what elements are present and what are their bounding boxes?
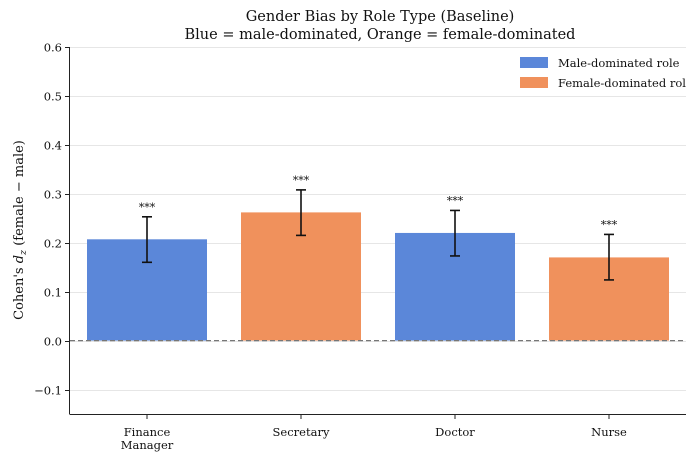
x-tick-label: Secretary: [273, 425, 330, 439]
significance-label: ***: [447, 194, 464, 207]
significance-label: ***: [139, 201, 156, 214]
y-tick-label: 0.5: [44, 90, 62, 104]
y-tick-label: 0.1: [44, 286, 62, 300]
x-tick-labels: Finance Manager Secretary Doctor Nurse: [121, 414, 627, 452]
y-tick-labels: −0.1 0.0 0.1 0.2 0.3 0.4 0.5 0.6: [34, 41, 70, 398]
legend: Male-dominated role Female-dominated rol…: [520, 56, 686, 90]
significance-label: ***: [293, 174, 310, 187]
x-tick-label: Doctor: [435, 425, 475, 439]
y-tick-label: 0.3: [44, 188, 62, 202]
y-tick-label: 0.6: [44, 41, 62, 55]
y-tick-label: 0.4: [44, 139, 62, 153]
x-tick-label: Nurse: [591, 425, 627, 439]
legend-label-female: Female-dominated role: [558, 76, 686, 90]
error-bars: [142, 189, 614, 281]
x-tick-label: Finance Manager: [121, 425, 174, 452]
significance-label: ***: [601, 218, 618, 231]
y-axis-label: Cohen's dz (female − male): [12, 140, 29, 320]
legend-swatch-male: [520, 57, 548, 68]
bars: [87, 212, 669, 341]
chart-title: Gender Bias by Role Type (Baseline): [246, 9, 515, 25]
legend-swatch-female: [520, 77, 548, 88]
y-tick-label: 0.0: [44, 335, 62, 349]
y-tick-label: 0.2: [44, 237, 62, 251]
chart-subtitle: Blue = male-dominated, Orange = female-d…: [185, 27, 576, 43]
legend-label-male: Male-dominated role: [558, 56, 680, 70]
significance-labels: *** *** *** ***: [139, 174, 618, 232]
y-tick-label: −0.1: [34, 384, 62, 398]
